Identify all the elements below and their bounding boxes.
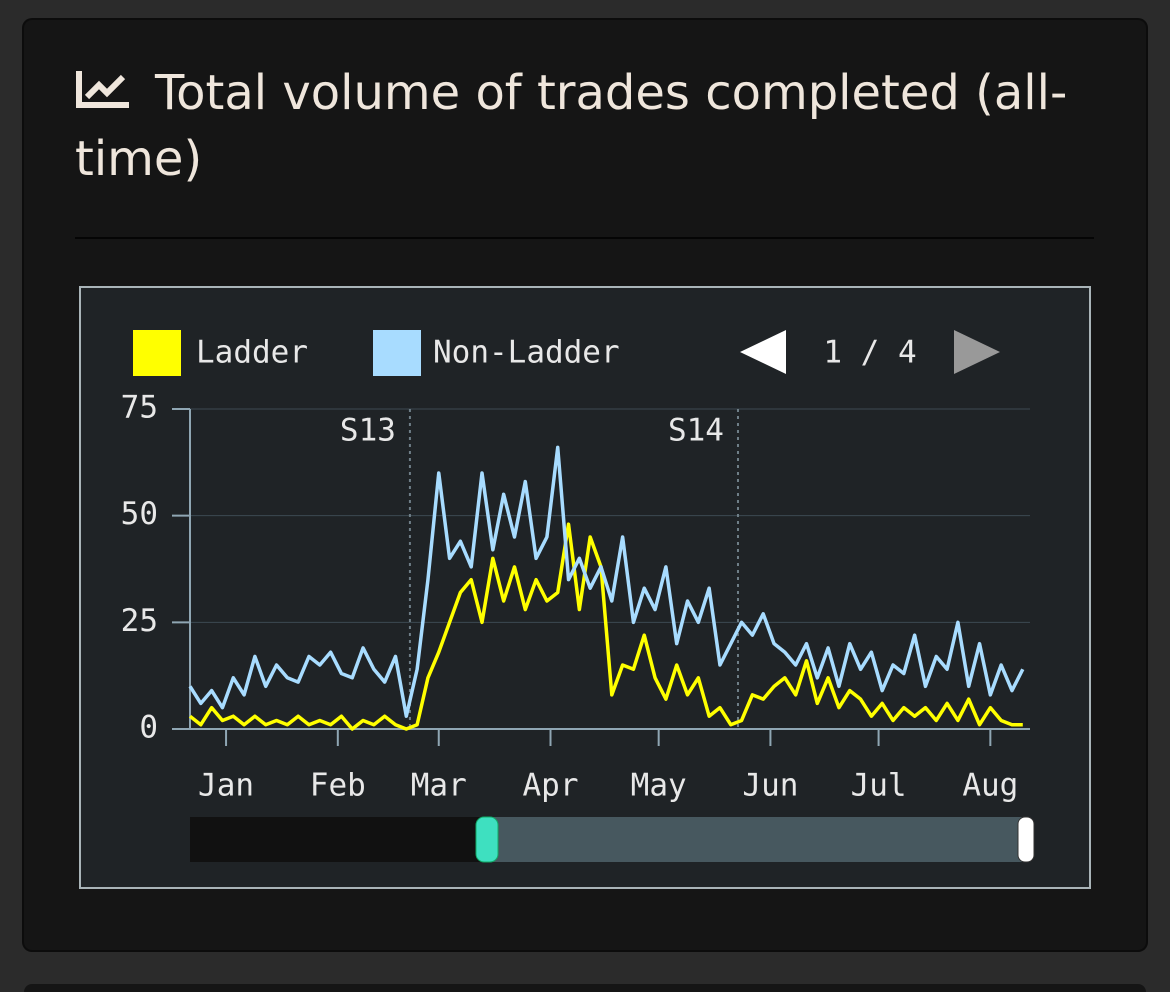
y-tick-label: 0 — [139, 710, 158, 746]
x-tick-label: Apr — [523, 768, 579, 804]
scroll-window[interactable] — [487, 817, 1030, 862]
x-tick-label: Jan — [198, 768, 254, 804]
y-tick-label: 75 — [121, 390, 158, 426]
chart-icon — [75, 60, 155, 126]
x-tick-label: Feb — [310, 768, 366, 804]
next-panel — [24, 984, 1146, 992]
x-tick-label: May — [631, 768, 687, 804]
divider — [75, 237, 1094, 239]
title-text: Total volume of trades completed (all-ti… — [75, 65, 1068, 187]
legend-label: Ladder — [196, 335, 308, 371]
legend-swatch — [133, 330, 181, 376]
season-label: S13 — [340, 413, 396, 449]
pager-label: 1 / 4 — [823, 335, 916, 371]
series-line — [188, 522, 1023, 731]
series-line — [188, 445, 1025, 718]
panel-title: Total volume of trades completed (all-ti… — [75, 60, 1075, 192]
y-tick-label: 50 — [121, 496, 158, 532]
scroll-handle[interactable] — [1017, 816, 1035, 863]
prev-page[interactable] — [740, 330, 786, 374]
x-tick-label: Jun — [742, 768, 798, 804]
next-page[interactable] — [954, 330, 1000, 374]
season-label: S14 — [668, 413, 724, 449]
scroll-handle[interactable] — [475, 816, 499, 863]
scroll-track — [190, 817, 487, 862]
x-tick-label: Jul — [851, 768, 907, 804]
y-tick-label: 25 — [121, 603, 158, 639]
x-tick-label: Aug — [962, 768, 1018, 804]
x-tick-label: Mar — [411, 768, 467, 804]
legend-label: Non-Ladder — [433, 335, 620, 371]
icon — [76, 71, 129, 108]
chart-frame — [79, 286, 1091, 889]
legend-swatch — [373, 330, 421, 376]
